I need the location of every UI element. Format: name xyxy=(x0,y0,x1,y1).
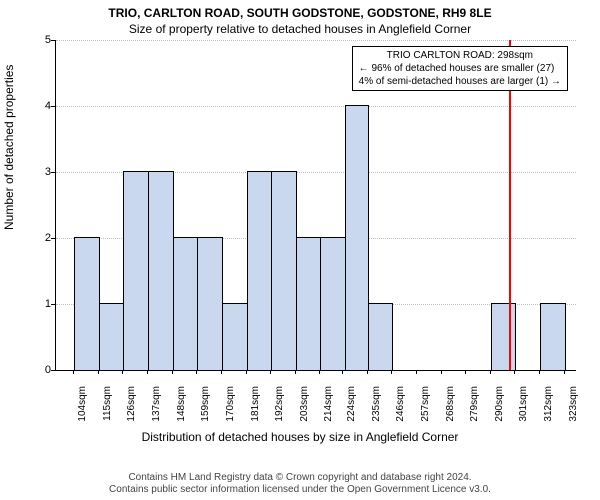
y-tick-label: 2 xyxy=(36,232,51,244)
histogram-bar xyxy=(247,171,273,370)
x-tick-mark xyxy=(295,370,296,374)
x-tick-mark xyxy=(465,370,466,374)
x-tick-label: 104sqm xyxy=(77,386,88,422)
x-tick-mark xyxy=(391,370,392,374)
histogram-bar xyxy=(222,303,248,370)
x-tick-mark xyxy=(367,370,368,374)
histogram-bar xyxy=(148,171,174,370)
histogram-bar xyxy=(491,303,517,370)
x-tick-mark xyxy=(172,370,173,374)
x-tick-label: 235sqm xyxy=(371,386,382,422)
histogram-bar xyxy=(123,171,149,370)
y-tick-mark xyxy=(51,172,55,173)
chart-title-line1: TRIO, CARLTON ROAD, SOUTH GODSTONE, GODS… xyxy=(0,6,600,20)
x-tick-mark xyxy=(270,370,271,374)
chart-title-line2: Size of property relative to detached ho… xyxy=(0,22,600,36)
y-axis-label: Number of detached properties xyxy=(2,65,16,230)
x-tick-mark xyxy=(441,370,442,374)
histogram-bar xyxy=(320,237,346,370)
histogram-bar xyxy=(197,237,223,370)
y-tick-mark xyxy=(51,304,55,305)
x-tick-mark xyxy=(196,370,197,374)
x-tick-mark xyxy=(147,370,148,374)
x-tick-label: 137sqm xyxy=(151,386,162,422)
x-tick-label: 279sqm xyxy=(469,386,480,422)
x-axis-label: Distribution of detached houses by size … xyxy=(0,430,600,444)
x-tick-label: 126sqm xyxy=(126,386,137,422)
annotation-line: TRIO CARLTON ROAD: 298sqm xyxy=(359,49,561,62)
x-tick-label: 257sqm xyxy=(420,386,431,422)
plot-area: TRIO CARLTON ROAD: 298sqm← 96% of detach… xyxy=(55,40,576,371)
y-tick-mark xyxy=(51,238,55,239)
gridline xyxy=(56,40,576,41)
x-tick-label: 148sqm xyxy=(176,386,187,422)
histogram-bar xyxy=(345,105,368,370)
y-tick-mark xyxy=(51,106,55,107)
annotation-line: ← 96% of detached houses are smaller (27… xyxy=(359,62,561,75)
x-tick-mark xyxy=(246,370,247,374)
x-tick-mark xyxy=(122,370,123,374)
x-tick-mark xyxy=(416,370,417,374)
x-tick-label: 301sqm xyxy=(518,386,529,422)
x-tick-label: 323sqm xyxy=(568,386,579,422)
x-tick-label: 115sqm xyxy=(102,386,113,421)
histogram-bar xyxy=(74,237,100,370)
x-tick-mark xyxy=(73,370,74,374)
x-tick-mark xyxy=(319,370,320,374)
x-tick-mark xyxy=(342,370,343,374)
annotation-line: 4% of semi-detached houses are larger (1… xyxy=(359,75,561,88)
y-tick-label: 3 xyxy=(36,166,51,178)
histogram-bar xyxy=(368,303,394,370)
histogram-bar xyxy=(173,237,199,370)
y-tick-mark xyxy=(51,40,55,41)
annotation-box: TRIO CARLTON ROAD: 298sqm← 96% of detach… xyxy=(352,46,568,91)
histogram-bar xyxy=(99,303,125,370)
footer-line1: Contains HM Land Registry data © Crown c… xyxy=(0,472,600,484)
y-tick-label: 5 xyxy=(36,34,51,46)
x-tick-label: 290sqm xyxy=(494,386,505,422)
x-tick-mark xyxy=(564,370,565,374)
y-tick-mark xyxy=(51,370,55,371)
gridline xyxy=(56,106,576,107)
x-tick-mark xyxy=(221,370,222,374)
x-tick-mark xyxy=(514,370,515,374)
x-tick-label: 181sqm xyxy=(250,386,261,422)
histogram-bar xyxy=(540,303,566,370)
x-tick-label: 192sqm xyxy=(274,386,285,422)
y-tick-label: 1 xyxy=(36,298,51,310)
x-tick-label: 224sqm xyxy=(346,386,357,422)
x-tick-label: 214sqm xyxy=(323,386,334,422)
x-tick-label: 246sqm xyxy=(395,386,406,422)
footer-line2: Contains public sector information licen… xyxy=(0,484,600,496)
histogram-bar xyxy=(271,171,297,370)
footer: Contains HM Land Registry data © Crown c… xyxy=(0,472,600,496)
x-tick-mark xyxy=(490,370,491,374)
histogram-bar xyxy=(296,237,322,370)
x-tick-mark xyxy=(98,370,99,374)
chart-container: TRIO, CARLTON ROAD, SOUTH GODSTONE, GODS… xyxy=(0,0,600,500)
x-tick-label: 268sqm xyxy=(445,386,456,422)
x-tick-label: 203sqm xyxy=(299,386,310,422)
x-tick-label: 170sqm xyxy=(225,386,236,422)
y-tick-label: 0 xyxy=(36,364,51,376)
x-tick-mark xyxy=(539,370,540,374)
x-tick-label: 159sqm xyxy=(200,386,211,422)
x-tick-label: 312sqm xyxy=(543,386,554,422)
y-tick-label: 4 xyxy=(36,100,51,112)
